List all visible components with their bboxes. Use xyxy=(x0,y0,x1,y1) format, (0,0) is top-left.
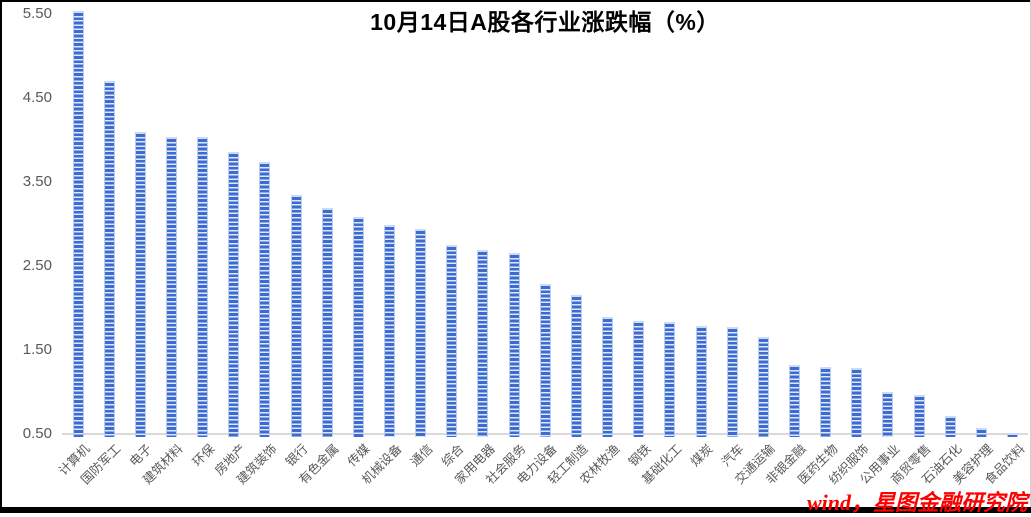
chart-bar xyxy=(820,366,832,437)
bottom-divider-bar xyxy=(0,507,1031,513)
chart-bar xyxy=(197,137,209,437)
y-axis-tick-label: 0.50 xyxy=(22,425,52,442)
chart-bar xyxy=(352,217,364,437)
left-border-line xyxy=(0,0,2,513)
chart-bar xyxy=(633,320,645,437)
y-axis-tick-label: 5.50 xyxy=(22,5,52,22)
y-axis-tick-label: 3.50 xyxy=(22,173,52,190)
chart-bar xyxy=(415,229,427,437)
chart-bar xyxy=(882,392,894,437)
chart-bar xyxy=(913,394,925,437)
chart-bar xyxy=(446,245,458,437)
y-axis-tick-label: 4.50 xyxy=(22,89,52,106)
chart-bar xyxy=(539,284,551,437)
watermark: wind，星图金融研究院 xyxy=(806,490,1027,515)
chart-bar xyxy=(757,337,769,437)
chart-bar xyxy=(290,194,302,437)
chart-bar xyxy=(975,428,987,437)
chart-bar xyxy=(103,81,115,437)
chart-bar xyxy=(384,224,395,437)
chart-bar xyxy=(228,151,240,437)
chart-bar xyxy=(570,295,582,437)
chart-bar xyxy=(165,136,177,437)
top-border-line xyxy=(0,0,1031,2)
chart-bar xyxy=(664,322,676,437)
chart-bar xyxy=(259,161,271,437)
chart-title: 10月14日A股各行业涨跌幅（%） xyxy=(370,9,720,35)
chart-bar xyxy=(72,11,84,437)
chart-bar xyxy=(851,367,863,437)
chart-bar xyxy=(602,317,614,437)
y-axis-tick-label: 2.50 xyxy=(22,257,52,274)
chart-bar xyxy=(788,365,800,437)
chart-bar xyxy=(321,208,333,437)
chart-bar xyxy=(944,416,956,437)
chart-bar xyxy=(477,250,489,437)
chart-bar xyxy=(1007,433,1018,437)
chart-bar xyxy=(695,325,707,437)
chart-bar xyxy=(508,252,520,437)
chart-bar xyxy=(726,327,738,437)
y-axis-tick-label: 1.50 xyxy=(22,341,52,358)
chart-bar xyxy=(134,132,146,437)
